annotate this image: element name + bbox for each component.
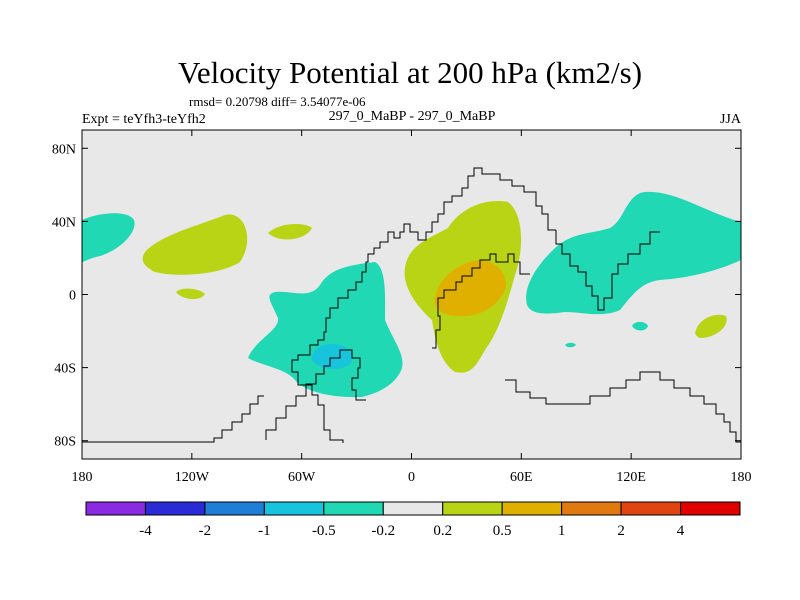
x-tick-label-0: 0 — [408, 470, 415, 485]
colorbar-label-2-1: -2 — [199, 523, 212, 539]
x-tick-label-60e: 60E — [510, 470, 533, 485]
coastlines — [82, 167, 741, 443]
colorbar-label-1-7: 1 — [558, 523, 566, 539]
colorbar-swatch-3 — [263, 501, 325, 516]
contour-north-pacific — [142, 214, 248, 275]
colorbar: -4 -2 -1 -0.5 -0.2 0.2 0.5 1 2 4 — [85, 501, 741, 539]
y-tick-label-80s: 80S — [54, 435, 76, 450]
x-tick-label-120e: 120E — [616, 470, 646, 485]
colorbar-swatch-6 — [442, 501, 503, 516]
colorbar-swatch-1 — [144, 501, 206, 516]
coastline-southern-inner — [265, 349, 366, 440]
colorbar-label-0-5-3: -0.5 — [312, 523, 336, 539]
chart-title: Velocity Potential at 200 hPa (km2/s) — [178, 55, 642, 90]
colorbar-label-4-0: -4 — [139, 523, 152, 539]
colorbar-label-2-8: 2 — [617, 523, 625, 539]
contour-pacific-west-edge — [82, 213, 135, 262]
contour-asia-indian-ocean — [526, 191, 741, 315]
colorbar-swatch-9 — [620, 501, 682, 516]
axis-ticks: 180 120W 60W 0 60E 120E 180 80N 40N 0 40S 80S — [52, 130, 752, 485]
colorbar-swatch-2 — [204, 501, 265, 516]
coastline-asia — [555, 230, 660, 311]
colorbar-swatch-7 — [501, 501, 563, 516]
x-tick-label-180: 180 — [72, 470, 93, 485]
contour-south-indian-ocean — [632, 321, 648, 331]
contour-fills — [82, 191, 741, 398]
contour-australia-east — [695, 314, 727, 338]
coastline-south-pacific — [82, 395, 264, 443]
colorbar-swatch-5 — [382, 501, 444, 516]
x-tick-label-180: 180 — [731, 470, 752, 485]
colorbar-label-1-2: -1 — [258, 523, 271, 539]
x-tick-label-120w: 120W — [175, 470, 210, 485]
colorbar-swatch-0 — [85, 501, 146, 516]
experiment-label: Expt = teYfh3-teYfh2 — [82, 112, 206, 127]
colorbar-swatch-10 — [680, 501, 741, 516]
contour-north-pacific-east — [268, 223, 312, 240]
contour-africa-core — [434, 260, 507, 317]
colorbar-swatch-8 — [561, 501, 622, 516]
season-label: JJA — [720, 112, 742, 127]
y-tick-label-40n: 40N — [52, 215, 76, 230]
map-plot: 180 120W 60W 0 60E 120E 180 80N 40N 0 40S 80S — [52, 129, 752, 485]
colorbar-swatch-4 — [323, 501, 384, 516]
coastline-southern-ocean-east — [505, 371, 741, 443]
y-tick-label-0: 0 — [69, 289, 76, 304]
colorbar-label-0-2-4: -0.2 — [371, 523, 395, 539]
colorbar-label-4-9: 4 — [677, 523, 685, 539]
x-tick-label-60w: 60W — [288, 470, 316, 485]
stats-text: rmsd= 0.20798 diff= 3.54077e-06 — [189, 94, 366, 109]
colorbar-label-0-5-6: 0.5 — [493, 523, 512, 539]
contour-south-america — [248, 262, 403, 398]
y-tick-label-40s: 40S — [54, 362, 76, 377]
contour-south-indian-speck — [565, 342, 576, 348]
coastline-south-america — [291, 167, 556, 443]
coastline-indian-plate — [432, 253, 530, 349]
y-tick-label-80n: 80N — [52, 142, 76, 157]
colorbar-label-0-2-5: 0.2 — [433, 523, 452, 539]
contour-subtropical-pacific — [176, 288, 205, 300]
case-label: 297_0_MaBP - 297_0_MaBP — [329, 109, 496, 124]
